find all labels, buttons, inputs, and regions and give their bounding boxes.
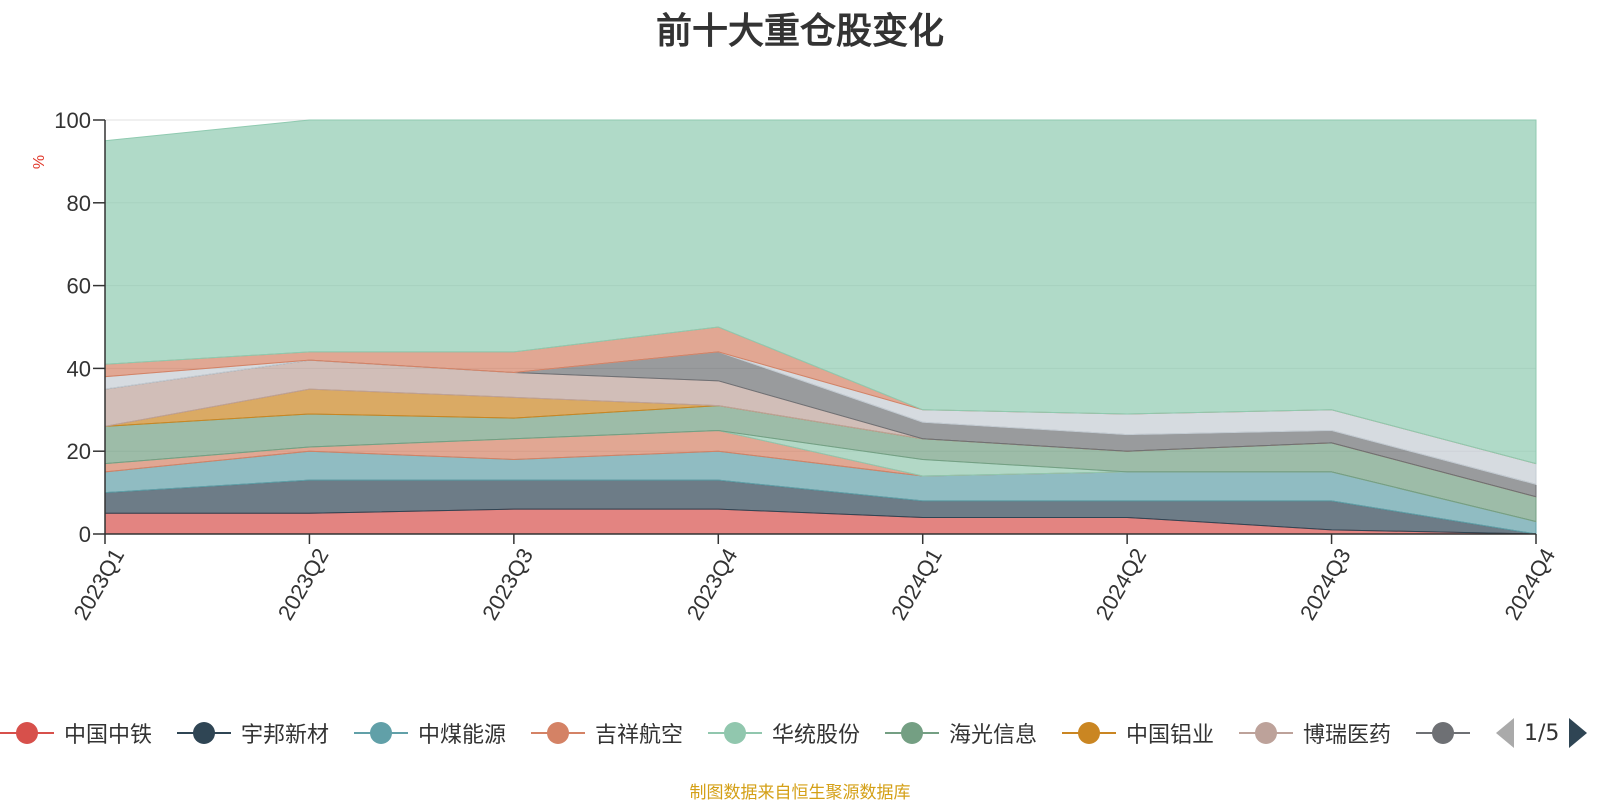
stacked-area-chart: 0 20 40 60 80 100 2023Q1 2023Q2 2023Q3 2023Q4 2024… xyxy=(31,108,1560,624)
legend-marker-icon xyxy=(531,718,585,748)
y-tick-label: 60 xyxy=(67,274,91,299)
area-series-group xyxy=(104,119,1537,535)
legend-item[interactable]: 三角防务 xyxy=(1416,712,1480,754)
legend-label: 吉祥航空 xyxy=(595,723,684,748)
x-tick-label: 2023Q3 xyxy=(477,544,538,624)
legend-label: 中国中铁 xyxy=(64,723,153,748)
legend-marker-icon xyxy=(354,718,408,748)
y-tick-label: 80 xyxy=(67,191,91,216)
legend-marker-icon xyxy=(885,718,939,748)
legend-marker-icon xyxy=(708,718,762,748)
chart-title: 前十大重仓股变化 xyxy=(655,11,944,52)
x-tick-label: 2024Q2 xyxy=(1091,544,1152,624)
legend-item[interactable]: 海光信息 xyxy=(885,712,1037,754)
legend-label: 华统股份 xyxy=(772,723,861,748)
x-tick-label: 2024Q1 xyxy=(886,544,947,624)
legend-label: 宇邦新材 xyxy=(241,723,330,748)
x-tick-label: 2024Q4 xyxy=(1499,544,1560,624)
legend-label: 海光信息 xyxy=(949,723,1038,748)
legend-item[interactable]: 中国铝业 xyxy=(1062,712,1214,754)
legend-label: 中国铝业 xyxy=(1126,723,1215,748)
legend-item[interactable]: 中煤能源 xyxy=(354,712,506,754)
y-tick-label: 40 xyxy=(67,356,91,381)
area-series-12[interactable] xyxy=(104,119,1537,465)
legend-prev-page-icon[interactable] xyxy=(1496,718,1514,748)
legend-next-page-icon[interactable] xyxy=(1569,718,1588,748)
source-note: 制图数据来自恒生聚源数据库 xyxy=(689,783,911,803)
x-tick-label: 2023Q4 xyxy=(682,544,743,624)
y-tick-label: 20 xyxy=(67,439,91,464)
legend-marker-icon xyxy=(1416,718,1470,748)
legend-marker-icon xyxy=(1239,718,1293,748)
y-axis-unit-label: % xyxy=(31,155,48,169)
legend-marker-icon xyxy=(177,718,231,748)
legend-item[interactable]: 宇邦新材 xyxy=(177,712,329,754)
legend-marker-icon xyxy=(1062,718,1116,748)
x-tick-label: 2023Q1 xyxy=(68,544,129,624)
legend: 中国中铁 宇邦新材 中煤能源 吉祥航空 华统股份 海光信息 中国铝业 博瑞医药三角防务 xyxy=(0,712,1480,754)
y-tick-label: 0 xyxy=(79,522,91,547)
legend-item[interactable]: 吉祥航空 xyxy=(531,712,683,754)
x-tick-label: 2024Q3 xyxy=(1295,544,1356,624)
legend-page-indicator: 1/5 xyxy=(1524,720,1560,746)
legend-label: 博瑞医药 xyxy=(1303,723,1392,748)
legend-item[interactable]: 中国中铁 xyxy=(0,712,152,754)
legend-marker-icon xyxy=(0,718,54,748)
legend-item[interactable]: 博瑞医药 xyxy=(1239,712,1391,754)
legend-item[interactable]: 华统股份 xyxy=(708,712,860,754)
legend-pager: 1/5 xyxy=(1496,718,1588,748)
legend-label: 中煤能源 xyxy=(418,723,507,748)
y-tick-label: 100 xyxy=(54,108,91,133)
x-tick-label: 2023Q2 xyxy=(273,544,334,624)
